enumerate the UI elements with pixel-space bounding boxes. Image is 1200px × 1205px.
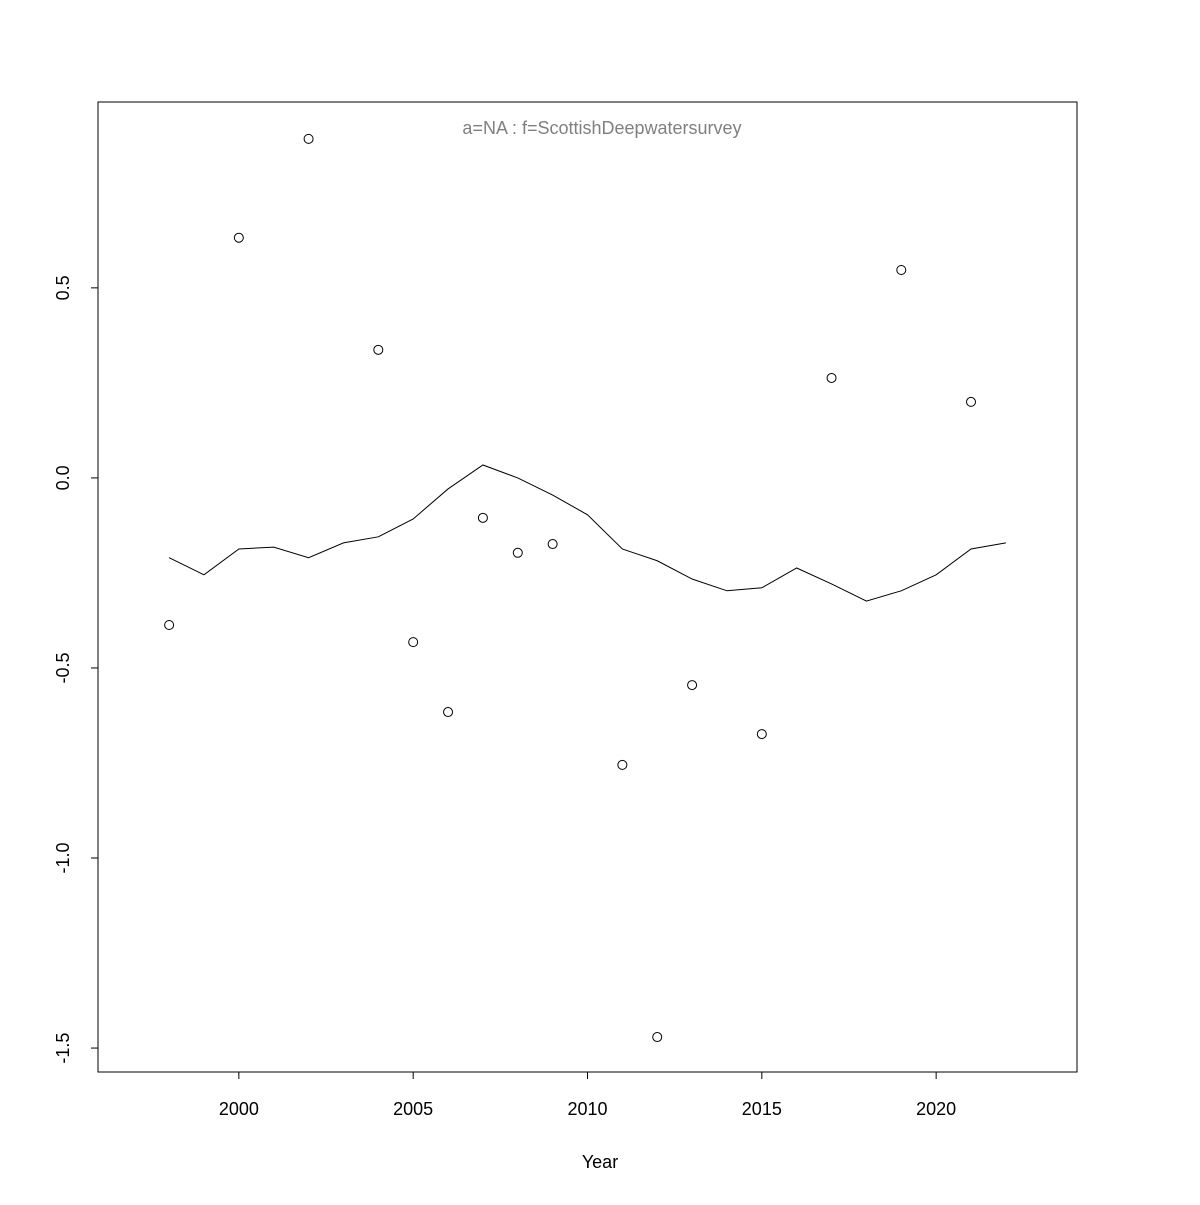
chart-title: a=NA : f=ScottishDeepwatersurvey [462,118,741,138]
point [547,539,558,550]
point [687,680,698,691]
point [756,729,767,740]
point [896,265,907,276]
point [652,1032,663,1043]
y-tick-label: 0.5 [53,275,73,300]
x-tick-label: 2020 [916,1099,956,1119]
y-tick-label: -1.0 [53,842,73,873]
y-tick-label: -1.5 [53,1033,73,1064]
y-tick-label: 0.0 [53,465,73,490]
x-tick-label: 2000 [219,1099,259,1119]
point [373,344,384,355]
point [826,372,837,383]
point [512,547,523,558]
y-tick-label: -0.5 [53,652,73,683]
x-axis-label: Year [582,1152,618,1172]
point [408,637,419,648]
point [617,759,628,770]
point [164,620,175,631]
point [477,512,488,523]
point [966,396,977,407]
x-tick-label: 2010 [567,1099,607,1119]
plot-frame [97,101,1078,1073]
x-tick-label: 2015 [742,1099,782,1119]
trend-line [168,464,1006,602]
point [443,707,454,718]
x-tick-label: 2005 [393,1099,433,1119]
point [303,133,314,144]
point [233,232,244,243]
